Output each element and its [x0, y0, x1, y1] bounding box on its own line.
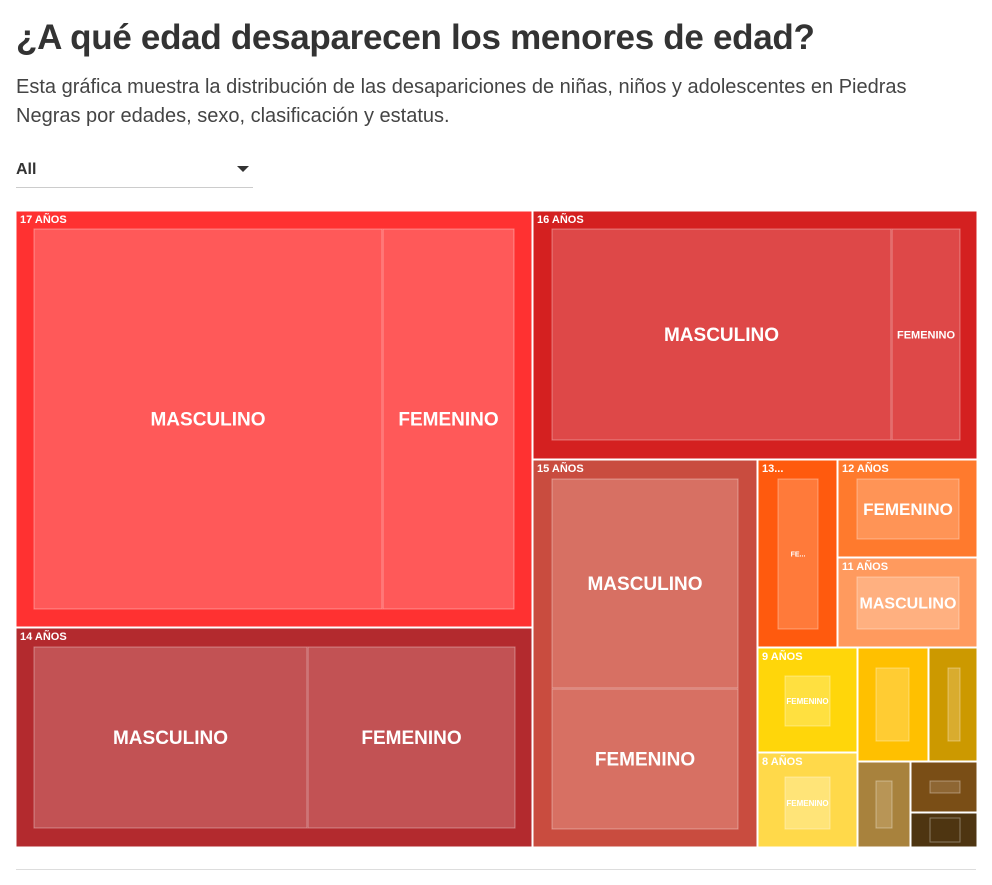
treemap-cell-label: FE... — [791, 551, 806, 558]
treemap-group-label: 13... — [762, 463, 783, 475]
treemap-cell-label: MASCULINO — [860, 596, 957, 613]
treemap-cell-label: FEMENINO — [786, 799, 828, 808]
treemap-group-label: 12 AÑOS — [842, 462, 889, 475]
treemap-group[interactable]: FE... 13... — [757, 459, 838, 648]
treemap-group-label: 11 AÑOS — [842, 560, 888, 573]
treemap-cell-label: FEMENINO — [398, 410, 498, 431]
chart-subtitle: Esta gráfica muestra la distribución de … — [16, 76, 907, 127]
treemap-cell[interactable] — [856, 576, 960, 630]
treemap-group[interactable]: FEMENINO 12 AÑOS — [837, 459, 978, 558]
treemap-cell[interactable] — [856, 478, 960, 540]
chart-title: ¿A qué edad desaparecen los menores de e… — [16, 18, 815, 57]
treemap-group-label: 17 AÑOS — [20, 213, 67, 226]
treemap-group-label: 14 AÑOS — [20, 630, 67, 643]
chevron-down-icon — [237, 166, 249, 172]
treemap-cell[interactable] — [551, 228, 892, 441]
treemap-cell-label: MASCULINO — [113, 728, 228, 749]
treemap-cell[interactable] — [875, 667, 910, 742]
treemap-cell-label: MASCULINO — [587, 574, 702, 595]
treemap-group-label: 16 AÑOS — [537, 213, 584, 226]
bottom-divider — [16, 869, 976, 870]
treemap-cell[interactable] — [891, 228, 961, 441]
treemap-cell-label: FEMENINO — [897, 329, 956, 341]
treemap-cell[interactable] — [382, 228, 515, 610]
treemap-group[interactable] — [857, 761, 911, 848]
treemap-group-label: 8 AÑOS — [762, 755, 803, 768]
treemap-group-label: 15 AÑOS — [537, 462, 584, 475]
treemap-group[interactable]: MASCULINO FEMENINO 17 AÑOS — [15, 210, 533, 628]
treemap-cell-label: FEMENINO — [595, 750, 695, 771]
treemap-cell[interactable] — [307, 646, 516, 829]
treemap-cell[interactable] — [33, 646, 308, 829]
treemap-cell[interactable] — [551, 478, 739, 689]
treemap-group[interactable] — [910, 761, 978, 813]
treemap-cell[interactable] — [929, 780, 961, 794]
treemap-group[interactable] — [928, 647, 978, 762]
treemap-cell[interactable] — [551, 688, 739, 830]
treemap-cell-label: FEMENINO — [786, 697, 828, 706]
treemap-cell-label: MASCULINO — [664, 325, 779, 346]
filter-dropdown[interactable]: All — [16, 156, 253, 188]
treemap-group[interactable]: MASCULINO 11 AÑOS — [837, 557, 978, 648]
treemap-group[interactable]: MASCULINO FEMENINO 16 AÑOS — [532, 210, 978, 460]
treemap-cell[interactable] — [784, 675, 831, 727]
treemap-cell[interactable] — [784, 776, 831, 830]
treemap-cell-label: MASCULINO — [150, 410, 265, 431]
treemap-cell[interactable] — [777, 478, 819, 630]
treemap-cell-label: FEMENINO — [361, 728, 461, 749]
treemap-group[interactable] — [857, 647, 929, 762]
treemap-cell[interactable] — [929, 817, 961, 843]
treemap-group[interactable]: MASCULINO FEMENINO 14 AÑOS — [15, 627, 533, 848]
treemap-group[interactable]: FEMENINO 9 AÑOS — [757, 647, 858, 753]
treemap-group-label: 9 AÑOS — [762, 650, 803, 663]
treemap-cell-label: FEMENINO — [863, 500, 953, 519]
treemap-group[interactable] — [910, 812, 978, 848]
treemap-group[interactable]: MASCULINO FEMENINO 15 AÑOS — [532, 459, 758, 848]
treemap-group[interactable]: FEMENINO 8 AÑOS — [757, 752, 858, 848]
treemap-cell[interactable] — [947, 667, 961, 742]
treemap-cell[interactable] — [875, 780, 893, 829]
filter-selected-value: All — [16, 161, 37, 178]
treemap-cell[interactable] — [33, 228, 383, 610]
